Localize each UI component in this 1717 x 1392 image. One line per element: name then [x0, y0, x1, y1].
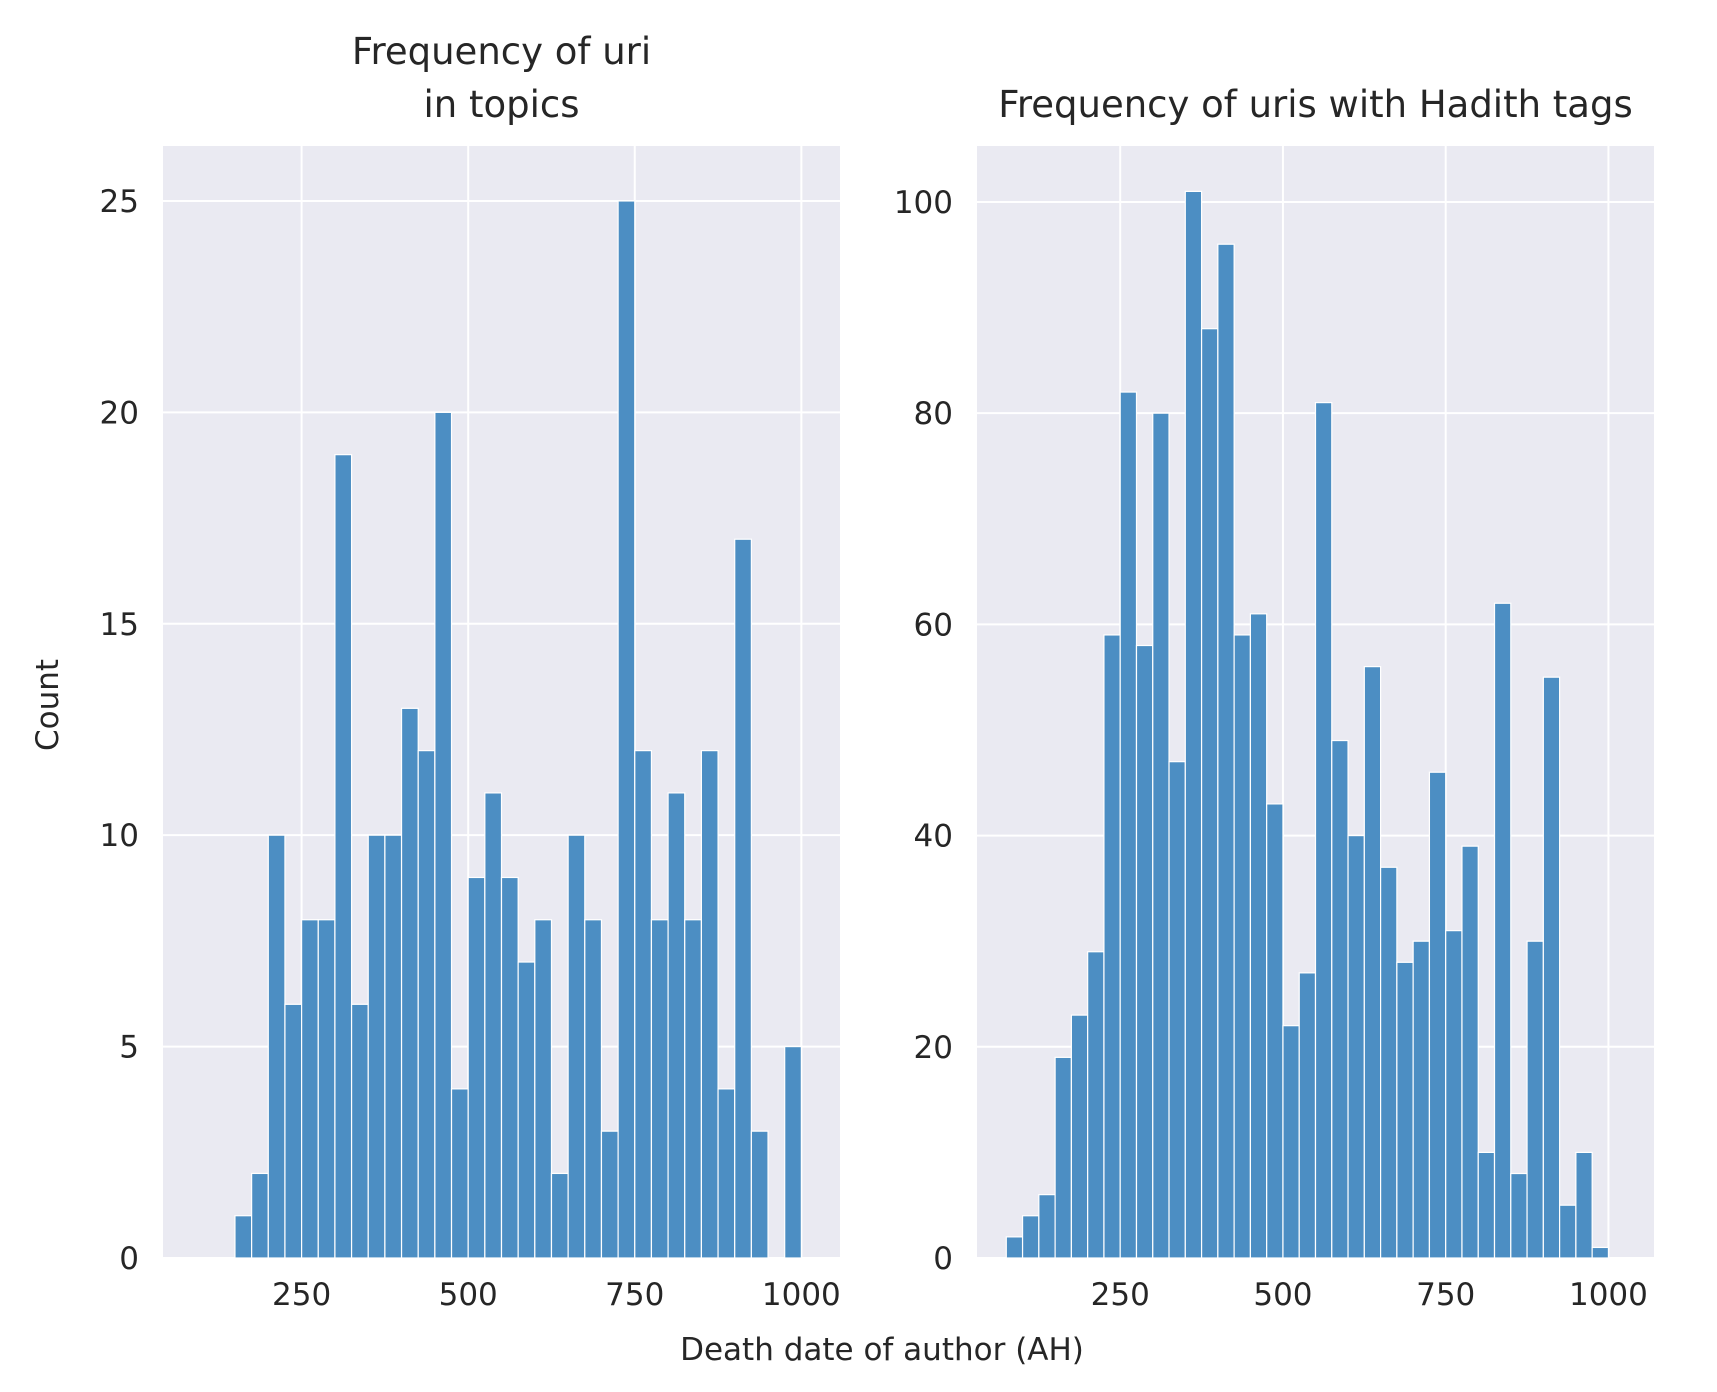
histogram-bar: 10: [384, 834, 403, 1259]
histogram-bar: 8: [584, 919, 603, 1259]
histogram-bar: 6: [284, 1003, 303, 1259]
histogram-bar: 82: [1119, 391, 1138, 1259]
histogram-bar: 6: [1038, 1194, 1056, 1259]
histogram-bar: 19: [1054, 1056, 1072, 1259]
x-tick-label: 750: [605, 1277, 664, 1313]
histogram-bar: 56: [1363, 666, 1382, 1259]
y-tick-label: 20: [100, 395, 139, 431]
chart-title: Frequency of uri: [352, 30, 651, 73]
histogram-bar: 12: [417, 750, 436, 1259]
figure-x-axis-label: Death date of author (AH): [680, 1332, 1084, 1368]
chart-title: in topics: [423, 83, 579, 126]
histogram-bar: 2: [1005, 1236, 1024, 1259]
histogram-bar: 10: [1477, 1151, 1496, 1259]
x-tick-label: 1000: [1569, 1277, 1648, 1313]
histogram-bar: 10: [367, 834, 386, 1259]
y-tick-label: 5: [119, 1030, 139, 1066]
histogram-bar: 46: [1428, 771, 1447, 1259]
y-tick-label: 10: [100, 818, 139, 854]
histogram-bar: 1: [1591, 1246, 1610, 1259]
histogram-bar: 39: [1461, 845, 1479, 1259]
histogram-bar: 81: [1314, 402, 1333, 1259]
histogram-bar: 12: [634, 750, 653, 1259]
histogram-bar: 49: [1331, 739, 1349, 1259]
histogram-bar: 1: [234, 1215, 253, 1259]
histogram-bar: 43: [1266, 803, 1284, 1259]
histogram-bar: 20: [434, 411, 453, 1259]
x-tick-label: 250: [1091, 1277, 1150, 1313]
histogram-bar: 96: [1217, 243, 1235, 1259]
histogram-bar: 3: [750, 1130, 769, 1259]
figure-y-axis-label: Count: [30, 659, 66, 751]
histogram-bar: 3: [600, 1130, 619, 1259]
histogram-bar: 22: [1282, 1025, 1300, 1259]
x-tick-label: 500: [439, 1277, 498, 1313]
histogram-bar: 5: [1559, 1204, 1577, 1259]
histogram-bar: 13: [400, 707, 419, 1259]
histogram-bar: 8: [317, 919, 336, 1259]
histogram-bar: 17: [734, 538, 752, 1259]
histogram-bar: 58: [1135, 644, 1154, 1259]
histogram-bar: 29: [1087, 951, 1105, 1259]
histogram-bar: 2: [251, 1172, 269, 1259]
histogram-bar: 8: [684, 919, 703, 1259]
histogram-bar: 11: [667, 792, 686, 1259]
histogram-bar: 31: [1445, 930, 1463, 1259]
histogram-bar: 61: [1249, 613, 1268, 1259]
y-tick-label: 0: [119, 1241, 139, 1277]
y-tick-label: 60: [914, 607, 953, 643]
histogram-bar: 80: [1152, 412, 1170, 1259]
histogram-bar: 23: [1070, 1014, 1089, 1259]
histogram-bar: 101: [1184, 190, 1203, 1259]
histogram-bar: 8: [534, 919, 553, 1259]
y-tick-label: 0: [933, 1241, 953, 1277]
histogram-bar: 2: [550, 1172, 569, 1259]
histogram-bar: 4: [1021, 1215, 1040, 1259]
histogram-bar: 40: [1347, 834, 1365, 1259]
histogram-bar: 55: [1542, 676, 1561, 1259]
y-tick-label: 20: [914, 1030, 953, 1066]
histogram-bar: 10: [1575, 1151, 1593, 1259]
histogram-bar: 8: [1510, 1172, 1528, 1259]
histogram-bar: 8: [300, 919, 319, 1259]
histogram-bar: 25: [617, 200, 636, 1259]
histogram-bar: 4: [717, 1088, 736, 1259]
histogram-bar: 37: [1379, 866, 1398, 1259]
histogram-bar: 30: [1526, 940, 1544, 1259]
histogram-bar: 27: [1298, 972, 1317, 1259]
y-tick-label: 15: [100, 607, 139, 643]
histogram-bar: 62: [1493, 602, 1512, 1259]
histogram-bar: 7: [517, 961, 536, 1259]
panel-left: 1210688196101013122049119782108325128118…: [100, 30, 841, 1313]
histogram-bar: 59: [1233, 634, 1252, 1259]
histogram-bar: 10: [567, 834, 586, 1259]
y-tick-label: 100: [894, 185, 953, 221]
histogram-bar: 28: [1396, 961, 1414, 1259]
histogram-bar: 59: [1103, 634, 1121, 1259]
y-tick-label: 25: [100, 184, 139, 220]
histogram-bar: 5: [784, 1045, 802, 1259]
histogram-bar: 19: [334, 454, 353, 1259]
histogram-bar: 12: [700, 750, 719, 1259]
panel-right: 2461923295982588047101889659614322278149…: [894, 83, 1654, 1313]
histogram-bar: 88: [1200, 328, 1219, 1259]
x-tick-label: 250: [272, 1277, 331, 1313]
chart-title: Frequency of uris with Hadith tags: [998, 83, 1633, 126]
histogram-bar: 10: [267, 834, 286, 1259]
y-tick-label: 80: [914, 396, 953, 432]
histogram-bar: 4: [450, 1088, 469, 1259]
histogram-bar: 9: [467, 876, 486, 1259]
y-tick-label: 40: [914, 819, 953, 855]
histogram-bar: 30: [1412, 940, 1431, 1259]
x-tick-label: 500: [1253, 1277, 1312, 1313]
x-tick-label: 1000: [762, 1277, 841, 1313]
x-tick-label: 750: [1416, 1277, 1475, 1313]
histogram-bar: 47: [1168, 761, 1186, 1259]
histogram-bar: 8: [650, 919, 669, 1259]
histogram-bar: 9: [500, 876, 519, 1259]
histogram-bar: 6: [350, 1003, 369, 1259]
histogram-bar: 11: [484, 792, 503, 1259]
